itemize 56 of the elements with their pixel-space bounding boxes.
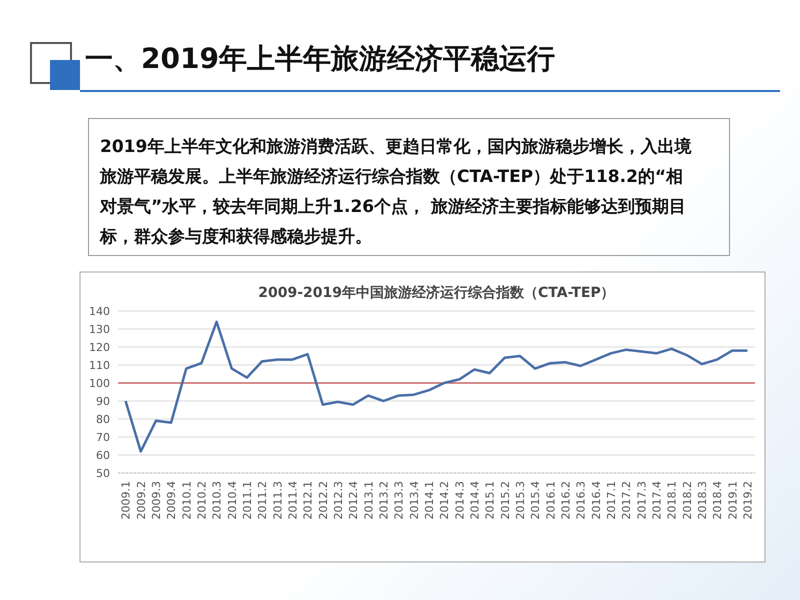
y-tick-label: 110 [89,359,110,372]
x-tick-label: 2010.1 [180,481,194,520]
x-tick-label: 2014.1 [422,481,436,520]
y-tick-label: 70 [96,431,110,444]
x-tick-label: 2015.2 [498,481,512,520]
x-tick-label: 2018.1 [666,481,679,520]
x-tick-label: 2013.3 [392,481,406,520]
x-tick-label: 2015.1 [484,481,497,520]
x-tick-label: 2010.2 [195,481,208,520]
x-tick-label: 2019.2 [741,481,754,520]
x-tick-label: 2011.1 [240,481,254,520]
x-tick-label: 2014.4 [468,481,482,520]
x-tick-label: 2013.1 [362,481,376,520]
x-tick-label: 2016.4 [590,481,603,520]
x-tick-label: 2013.4 [408,481,421,520]
y-tick-label: 120 [89,341,110,354]
x-tick-label: 2017.1 [604,481,618,520]
x-tick-label: 2016.3 [574,481,588,520]
x-tick-label: 2015.4 [529,481,542,520]
x-tick-label: 2016.2 [559,481,572,520]
x-tick-label: 2011.3 [271,481,284,520]
x-tick-label: 2009.2 [134,481,148,520]
x-tick-label: 2012.4 [347,481,360,520]
y-tick-label: 60 [96,449,110,462]
x-tick-label: 2016.1 [544,481,558,520]
text: 2019年上半年文化和旅游消费活跃、更趋日常化，国内旅游稳步增长，入出境旅游平稳发展。上半年旅游经济运行综合指数（CTA-TEP）处于118.2的“相对景气”水平，较去年同期上升1.26个点， 旅游经济主要指标能够达到预期目标，群众参与度和获得感稳步提升。 [100,136,692,249]
x-tick-label: 2014.3 [453,481,466,520]
x-tick-label: 2018.3 [696,481,709,520]
text: 一、2019年上半年旅游经济平稳运行 [85,41,555,77]
x-tick-label: 2018.4 [711,481,724,520]
y-tick-label: 80 [96,413,110,426]
x-tick-label: 2009.3 [150,481,163,520]
x-tick-label: 2017.2 [620,481,634,520]
y-tick-label: 90 [96,395,110,408]
x-tick-label: 2019.1 [726,481,740,520]
y-tick-label: 140 [89,305,110,318]
x-tick-label: 2017.4 [650,481,664,520]
y-tick-label: 50 [96,467,110,480]
x-tick-label: 2010.4 [226,481,239,520]
x-tick-label: 2011.2 [256,481,270,520]
x-tick-label: 2018.2 [680,481,694,520]
x-tick-label: 2012.3 [332,481,345,520]
x-tick-label: 2017.3 [635,481,648,520]
x-tick-label: 2014.2 [438,481,452,520]
x-tick-label: 2012.1 [302,481,315,520]
x-tick-label: 2015.3 [514,481,527,520]
x-tick-label: 2009.4 [165,481,178,520]
line-series [124,320,749,453]
y-tick-label: 130 [89,323,110,336]
y-tick-label: 100 [89,377,110,390]
x-tick-label: 2009.1 [120,481,133,520]
x-tick-label: 2011.4 [286,481,300,520]
x-tick-label: 2012.2 [316,481,330,520]
chart-title: 2009-2019年中国旅游经济运行综合指数（CTA-TEP） [258,284,615,301]
x-tick-label: 2013.2 [377,481,390,520]
x-tick-label: 2010.3 [210,481,224,520]
